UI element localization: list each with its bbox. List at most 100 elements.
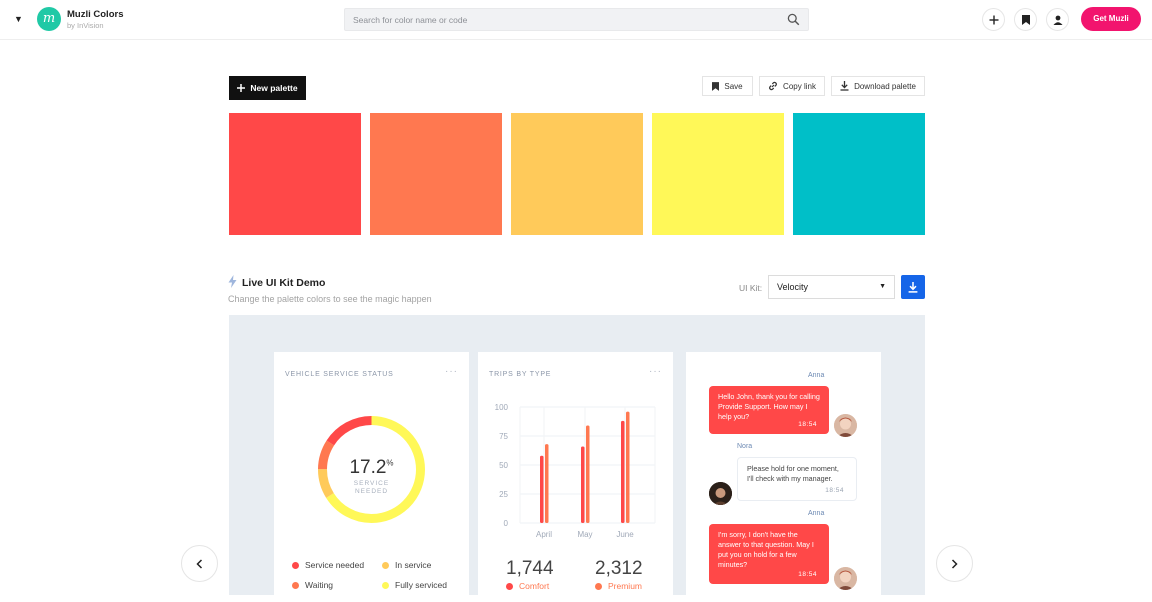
bar [626,411,630,523]
legend-item: Fully serviced [382,580,447,590]
donut-caption-1: SERVICE [353,480,390,487]
stat-comfort: Comfort [506,581,549,591]
uikit-select-value: Velocity [777,282,809,292]
chat-message: I'm sorry, I don't have the answer to th… [718,530,814,569]
bar [621,420,625,523]
legend-item: In service [382,560,431,570]
demo-subtitle: Change the palette colors to see the mag… [228,294,432,304]
palette-swatch-4[interactable] [652,113,784,235]
bar [540,455,544,523]
vehicle-status-card: VEHICLE SERVICE STATUS ··· 17.2% SERVICE… [274,352,469,602]
brand-name: Muzli Colors [67,9,124,20]
legend-label: Service needed [305,560,365,570]
link-icon [769,81,777,91]
add-button[interactable] [982,8,1005,31]
chat-time: 18:54 [825,487,844,494]
legend-label: Fully serviced [395,580,447,590]
avatar [834,567,857,590]
palette-swatch-3[interactable] [511,113,643,235]
chevron-down-icon: ▼ [879,283,886,290]
download-label: Download palette [854,81,916,91]
download-icon [908,281,918,293]
avatar-image [709,482,732,505]
save-button[interactable]: Save [702,76,753,96]
trips-bar-chart: 100 75 50 25 0 April May June [495,403,656,539]
next-kit-button[interactable] [936,545,973,582]
trips-card: TRIPS BY TYPE ··· 100 75 50 25 0 April May June… [478,352,673,602]
save-label: Save [724,81,743,91]
download-icon [840,81,849,91]
profile-button[interactable] [1046,8,1069,31]
demo-title: Live UI Kit Demo [242,277,326,289]
stat-comfort-value: 1,744 [506,558,554,579]
bar [581,446,585,523]
palette-swatch-1[interactable] [229,113,361,235]
legend-dot [595,582,602,590]
chat-time: 18:54 [798,571,817,578]
chevron-left-icon [196,558,203,569]
donut-value: 17.2 [349,457,387,478]
download-kit-button[interactable] [901,275,925,299]
donut-in-service [318,416,425,523]
avatar [834,414,857,437]
bar [545,444,549,523]
copy-link-label: Copy link [783,81,816,91]
uikit-label: UI Kit: [739,283,763,293]
download-palette-button[interactable]: Download palette [831,76,925,96]
chat-sender-name: Nora [737,443,753,450]
top-bar: ▼ m Muzli Colors by InVision Get Muzli [0,0,1152,40]
new-palette-button[interactable]: New palette [229,76,306,100]
chat-card: Anna Hello John, thank you for calling P… [686,352,881,602]
card-title: TRIPS BY TYPE [489,371,552,378]
legend-label: In service [395,560,432,570]
x-tick-label: May [577,530,592,539]
chat-message: Hello John, thank you for calling Provid… [718,392,820,421]
avatar-image [834,414,857,437]
y-tick-label: 25 [499,490,508,499]
legend-dot [382,561,389,569]
y-tick-label: 75 [499,432,508,441]
bookmark-icon [712,81,720,91]
user-icon [1053,15,1062,25]
chat-bubble-outgoing: Hello John, thank you for calling Provid… [709,386,829,434]
new-palette-label: New palette [250,83,298,93]
legend-dot [382,581,389,589]
legend-dot [506,582,513,590]
x-tick-label: April [536,530,552,539]
plus-icon [237,84,246,92]
search-input[interactable] [353,9,773,30]
stat-premium-label: Premium [608,581,643,591]
muzli-logo[interactable]: m [37,7,61,31]
card-title: VEHICLE SERVICE STATUS [285,371,394,378]
donut-caption-2: NEEDED [354,488,389,495]
donut-value-wrap: 17.2% [274,457,469,479]
more-icon[interactable]: ··· [649,366,662,377]
brand-subtitle: by InVision [67,21,104,30]
chat-bubble-incoming: Please hold for one moment, I'll check w… [737,457,857,501]
copy-link-button[interactable]: Copy link [759,76,825,96]
palette-swatch-2[interactable] [370,113,502,235]
donut-chart [318,416,425,523]
chat-message: Please hold for one moment, I'll check w… [747,464,839,483]
chat-sender-name: Anna [808,372,825,379]
legend-item: Waiting [292,580,333,590]
x-tick-label: June [616,530,634,539]
more-icon[interactable]: ··· [445,366,458,377]
bookmarks-button[interactable] [1014,8,1037,31]
chat-bubble-outgoing: I'm sorry, I don't have the answer to th… [709,524,829,584]
get-muzli-button[interactable]: Get Muzli [1081,7,1141,31]
palette-swatch-5[interactable] [793,113,925,235]
legend-label: Waiting [305,580,334,590]
chat-sender-name: Anna [808,510,825,517]
bookmark-icon [1021,14,1030,25]
search-box [344,8,809,31]
stat-premium: Premium [595,581,642,591]
lightning-icon [228,275,237,288]
previous-kit-button[interactable] [181,545,218,582]
search-icon[interactable] [787,13,800,26]
menu-caret-icon[interactable]: ▼ [14,14,23,24]
stat-comfort-label: Comfort [519,581,550,591]
plus-icon [989,15,998,24]
avatar [709,482,732,505]
uikit-select[interactable]: Velocity ▼ [768,275,895,299]
